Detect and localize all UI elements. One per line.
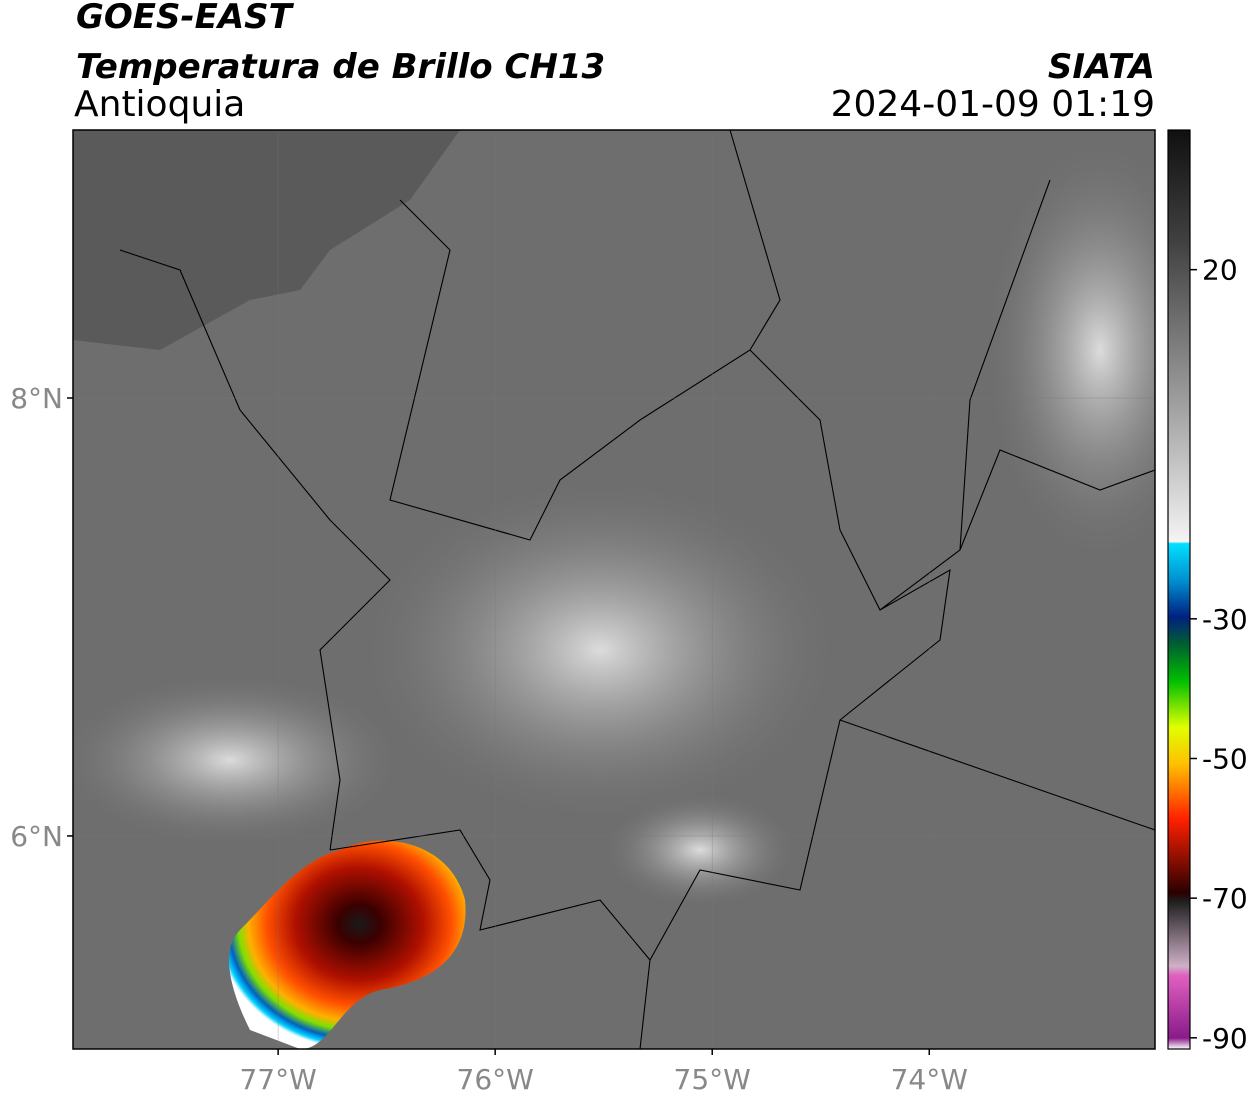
subtitle: Temperatura de Brillo CH13	[76, 47, 605, 87]
axes: 77°W 76°W 75°W 74°W 8°N 6°N 20 -30 -50 -70 -90	[10, 130, 1248, 1096]
map-frame	[72, 129, 1156, 1050]
source: SIATA	[1048, 47, 1155, 87]
cloud	[600, 790, 800, 910]
datetime: 2024-01-09 01:19	[831, 84, 1155, 125]
storm-cell	[229, 840, 466, 1049]
x-tick-label: 75°W	[674, 1063, 751, 1096]
x-tick-label: 74°W	[891, 1063, 968, 1096]
colorbar-label: -90	[1202, 1022, 1248, 1055]
region: Antioquia	[74, 84, 245, 125]
y-tick-label: 8°N	[10, 382, 63, 415]
colorbar-label: -70	[1202, 882, 1248, 915]
cloud	[350, 470, 850, 830]
cloud	[73, 670, 410, 850]
title: GOES-EAST	[76, 0, 295, 37]
x-tick-label: 76°W	[457, 1063, 534, 1096]
x-tick-label: 77°W	[239, 1063, 316, 1096]
admin-border	[119, 130, 1155, 1049]
map-image	[73, 130, 1155, 1049]
colorbar-label: 20	[1202, 254, 1238, 287]
y-tick-label: 6°N	[10, 820, 63, 853]
colorbar	[1167, 129, 1191, 1050]
colorbar-label: -50	[1202, 742, 1248, 775]
sea	[73, 130, 460, 350]
colorbar-label: -30	[1202, 603, 1248, 636]
